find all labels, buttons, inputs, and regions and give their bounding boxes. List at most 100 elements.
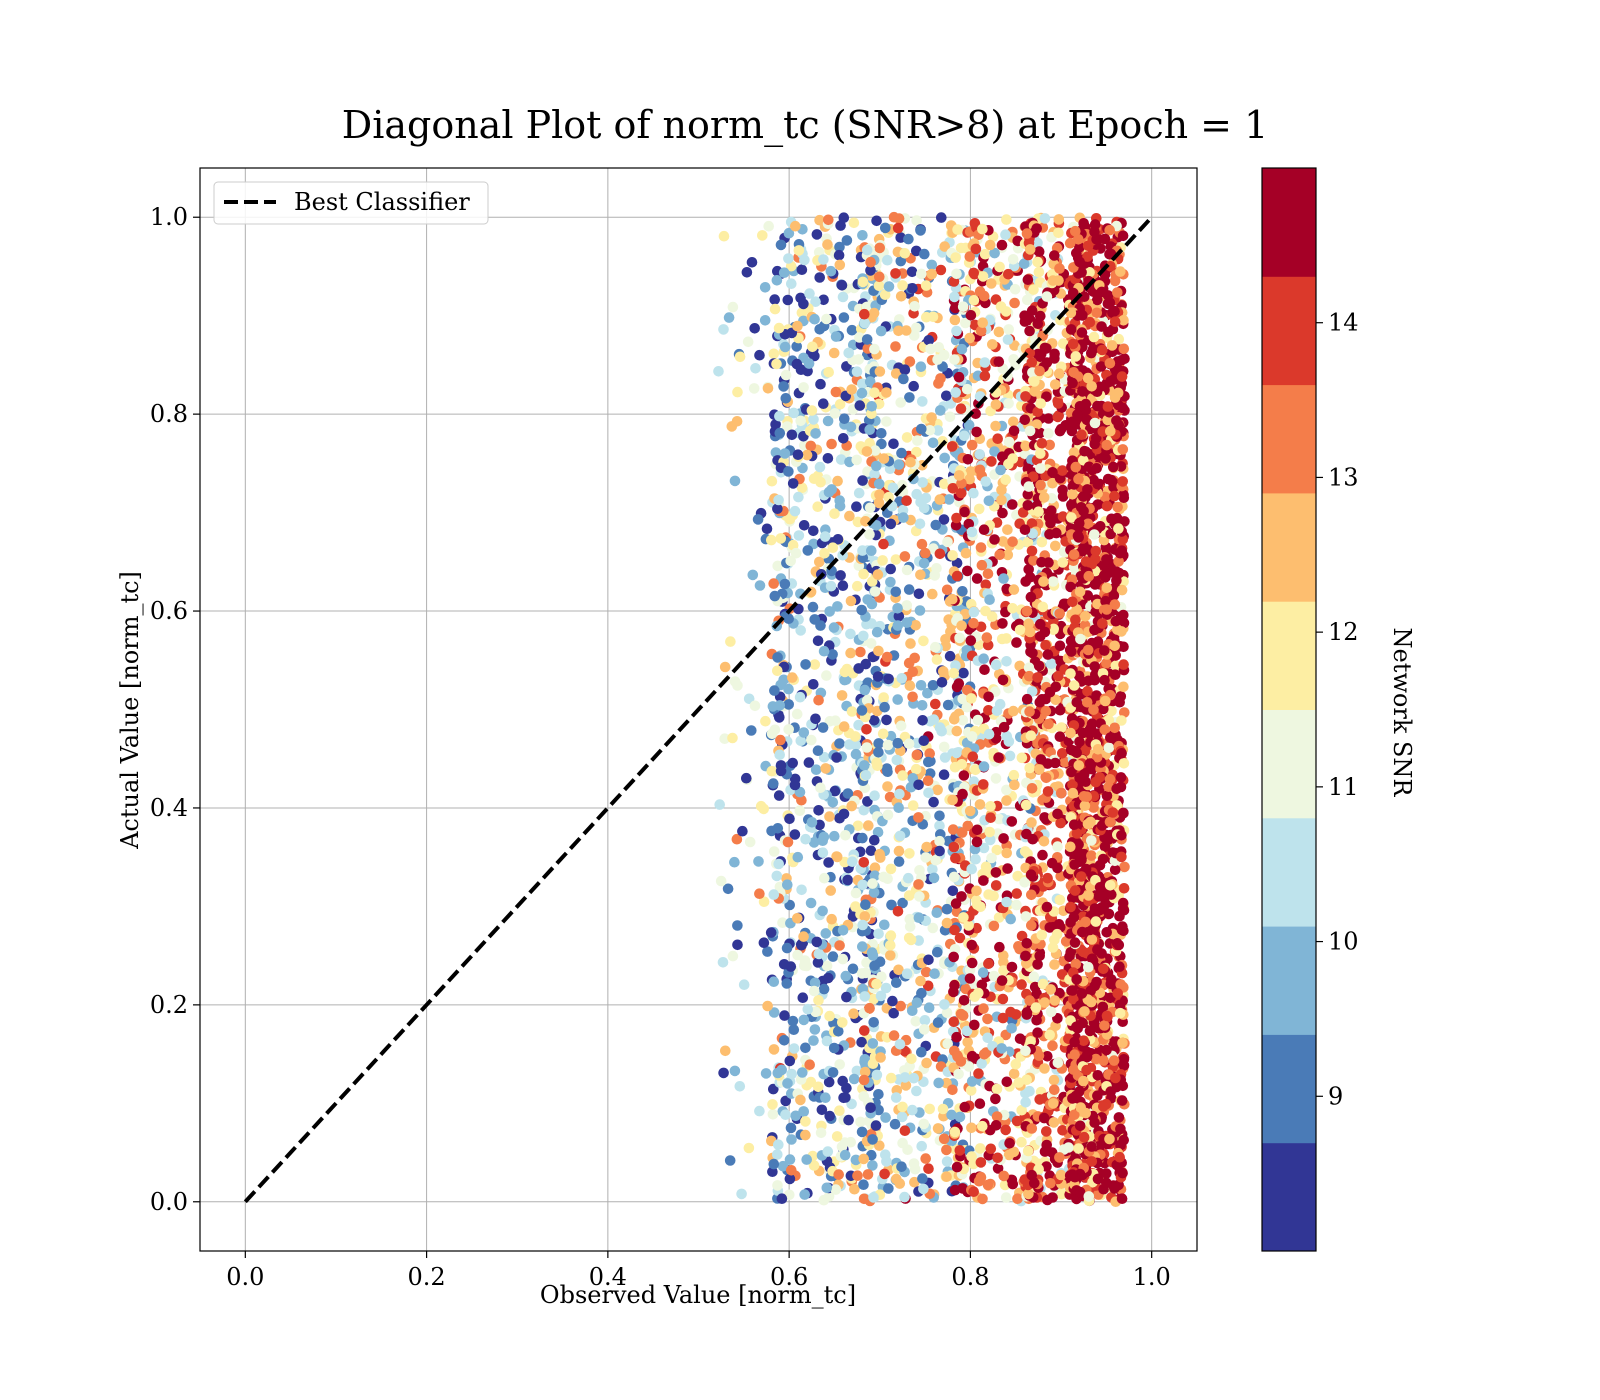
scatter-point [851, 1065, 863, 1077]
scatter-point [848, 1073, 860, 1085]
scatter-point [808, 473, 820, 485]
scatter-point [848, 217, 860, 229]
scatter-point [744, 836, 756, 848]
scatter-point [964, 332, 975, 344]
scatter-point [810, 764, 822, 775]
scatter-point [991, 1083, 1003, 1095]
scatter-point [775, 765, 787, 777]
scatter-point [1086, 934, 1098, 945]
scatter-point [1047, 275, 1059, 286]
scatter-point [1050, 540, 1061, 552]
scatter-point [1048, 1074, 1060, 1086]
scatter-point [1045, 1178, 1056, 1189]
scatter-point [920, 1153, 931, 1164]
scatter-point [982, 568, 994, 580]
scatter-point [754, 580, 766, 591]
scatter-point [768, 846, 780, 857]
scatter-point [966, 957, 978, 969]
scatter-point [856, 387, 868, 399]
scatter-point [970, 408, 981, 420]
scatter-point [997, 993, 1009, 1005]
scatter-point [870, 1120, 882, 1131]
scatter-point [790, 220, 801, 232]
scatter-point [713, 366, 724, 377]
scatter-point [743, 1142, 755, 1154]
scatter-point [927, 437, 939, 449]
scatter-point [1028, 284, 1039, 295]
scatter-point [972, 714, 984, 726]
scatter-point [1043, 413, 1054, 424]
scatter-point [1039, 213, 1051, 224]
scatter-point [910, 620, 921, 631]
scatter-point [869, 468, 880, 480]
scatter-point [772, 1180, 783, 1191]
scatter-point [864, 529, 875, 540]
scatter-point [820, 928, 832, 939]
scatter-point [949, 291, 960, 303]
scatter-point [755, 800, 767, 812]
scatter-point [886, 899, 897, 911]
scatter-point [814, 461, 826, 473]
scatter-point [827, 797, 839, 808]
scatter-point [824, 1010, 835, 1022]
scatter-point [1001, 784, 1012, 796]
scatter-point [798, 1106, 809, 1117]
scatter-point [754, 1105, 765, 1117]
scatter-point [838, 808, 850, 820]
scatter-point [868, 307, 880, 319]
scatter-point [874, 1140, 885, 1151]
scatter-point [783, 683, 794, 695]
scatter-point [786, 1165, 797, 1176]
scatter-point [893, 964, 904, 976]
scatter-point [801, 449, 813, 461]
scatter-point [769, 590, 781, 602]
scatter-point [1016, 979, 1027, 990]
scatter-point [948, 714, 960, 725]
scatter-point [891, 977, 902, 988]
scatter-point [1109, 316, 1121, 328]
scatter-point [778, 674, 789, 686]
scatter-point [893, 856, 905, 867]
scatter-point [718, 230, 730, 242]
scatter-point [834, 738, 845, 749]
scatter-point [953, 1068, 964, 1080]
scatter-point [985, 812, 996, 823]
scatter-point [909, 652, 920, 664]
scatter-point [950, 898, 962, 909]
scatter-point [1044, 1029, 1055, 1041]
scatter-point [872, 760, 883, 771]
scatter-point [1082, 685, 1093, 697]
scatter-point [1036, 438, 1048, 449]
scatter-point [813, 694, 824, 706]
scatter-point [838, 433, 849, 444]
scatter-point [757, 230, 768, 241]
scatter-point [991, 844, 1003, 856]
scatter-point [873, 478, 885, 490]
scatter-point [785, 1122, 797, 1134]
scatter-point [1069, 1049, 1080, 1060]
scatter-point [831, 1131, 843, 1142]
scatter-point [899, 1191, 910, 1203]
scatter-point [808, 1035, 819, 1046]
scatter-point [892, 603, 903, 614]
scatter-point [975, 325, 987, 337]
scatter-point [951, 325, 962, 337]
scatter-point [873, 280, 885, 292]
scatter-point [861, 742, 873, 753]
scatter-point [967, 751, 979, 762]
scatter-point [938, 478, 950, 490]
scatter-point [792, 913, 803, 924]
scatter-point [1007, 453, 1019, 464]
scatter-point [954, 932, 966, 944]
scatter-point [858, 630, 869, 642]
scatter-point [925, 343, 936, 355]
scatter-point [1103, 742, 1115, 754]
scatter-point [914, 891, 925, 902]
scatter-point [913, 935, 924, 946]
scatter-point [1112, 501, 1123, 513]
scatter-point [915, 680, 927, 691]
scatter-point [862, 1169, 874, 1180]
scatter-point [996, 975, 1008, 986]
scatter-point [1004, 1138, 1015, 1149]
scatter-point [951, 681, 963, 693]
